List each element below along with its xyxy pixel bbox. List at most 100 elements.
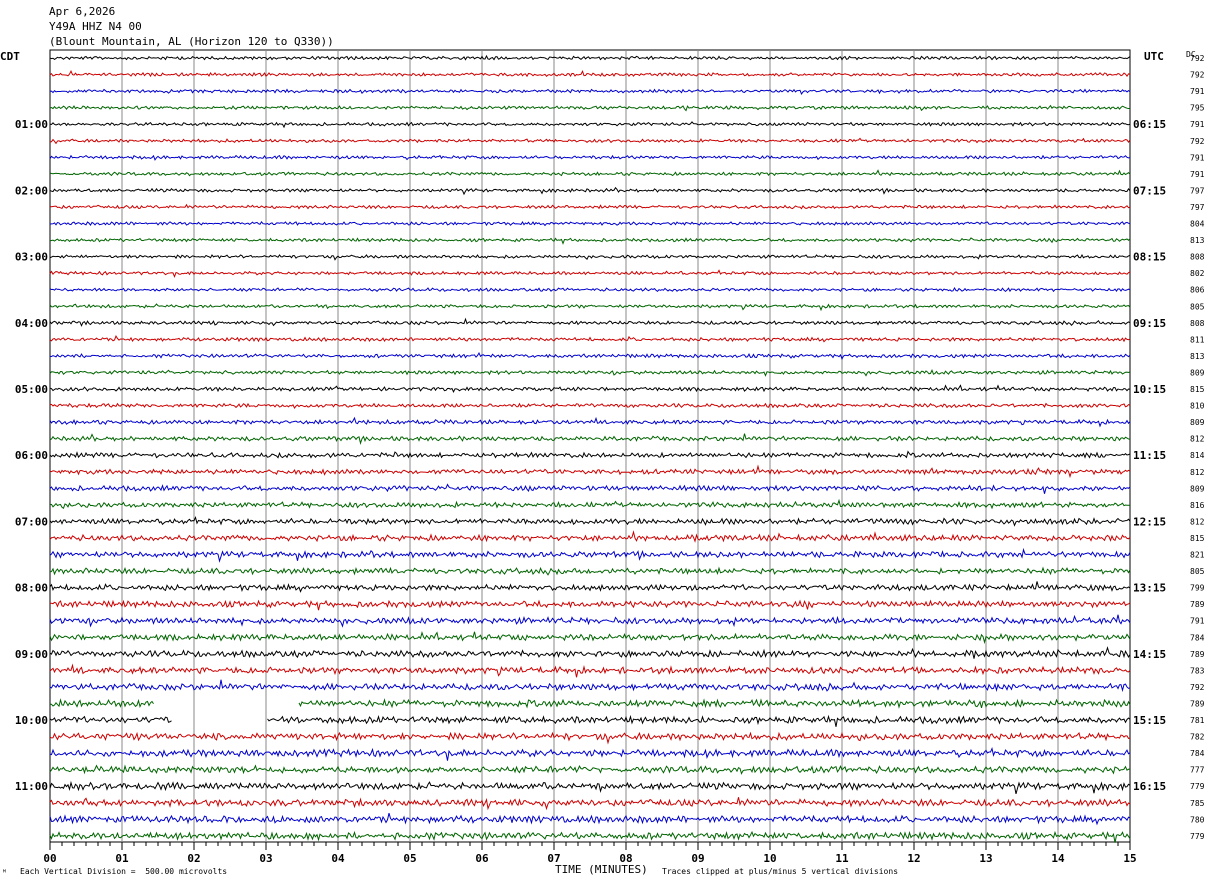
x-tick-label: 05 <box>403 852 416 865</box>
seismic-trace <box>49 797 1131 811</box>
x-tick-label: 14 <box>1051 852 1065 865</box>
seismic-trace <box>49 714 1131 727</box>
seismic-trace <box>49 69 1131 78</box>
dc-offset-label: 811 <box>1190 335 1205 344</box>
seismic-trace <box>49 731 1131 745</box>
x-tick-label: 08 <box>619 852 632 865</box>
seismic-trace <box>49 630 1131 645</box>
dc-offset-label: 779 <box>1190 782 1205 791</box>
seismic-trace <box>49 515 1131 527</box>
dc-offset-label: 815 <box>1190 534 1205 543</box>
seismic-trace <box>49 154 1131 161</box>
dc-offset-label: 797 <box>1190 203 1205 212</box>
utc-time-label: 09:15 <box>1133 317 1166 330</box>
seismic-trace <box>49 169 1131 177</box>
dc-offset-label: 813 <box>1190 352 1205 361</box>
cdt-time-label: 01:00 <box>15 118 48 131</box>
dc-offset-label: 812 <box>1190 517 1205 526</box>
x-tick-label: 00 <box>43 852 56 865</box>
seismic-trace <box>49 464 1131 479</box>
header-location: (Blount Mountain, AL (Horizon 120 to Q33… <box>49 35 334 48</box>
utc-time-label: 08:15 <box>1133 251 1166 264</box>
seismic-trace <box>49 137 1131 145</box>
x-tick-label: 12 <box>907 852 920 865</box>
dc-offset-label: 821 <box>1190 551 1205 560</box>
seismic-trace <box>49 566 1131 576</box>
cdt-time-label: 07:00 <box>15 515 48 528</box>
seismic-trace <box>49 253 1131 261</box>
dc-offset-label: 808 <box>1190 253 1205 262</box>
seismic-trace <box>49 317 1131 327</box>
dc-title: DC <box>1186 50 1196 59</box>
seismic-trace <box>49 368 1131 377</box>
x-tick-label: 10 <box>763 852 776 865</box>
vertical-division-note: Each Vertical Division = 500.00 microvol… <box>20 867 228 876</box>
seismic-trace <box>49 269 1131 278</box>
seismic-trace <box>49 614 1131 628</box>
seismic-trace <box>49 186 1131 196</box>
utc-time-label: 14:15 <box>1133 648 1166 661</box>
utc-time-label: 07:15 <box>1133 184 1166 197</box>
dc-offset-label: 805 <box>1190 567 1205 576</box>
seismic-trace <box>49 287 1131 293</box>
seismic-trace <box>49 450 1131 459</box>
utc-time-label: 06:15 <box>1133 118 1166 131</box>
left-axis-title: CDT <box>0 50 20 63</box>
seismic-trace <box>49 416 1131 428</box>
dc-offset-label: 809 <box>1190 418 1205 427</box>
dc-offset-label: 806 <box>1190 286 1205 295</box>
seismic-trace <box>49 203 1131 210</box>
seismic-trace <box>49 813 1131 826</box>
dc-offset-label: 784 <box>1190 749 1205 758</box>
x-axis-title: TIME (MINUTES) <box>555 863 648 876</box>
seismic-trace <box>49 679 1131 693</box>
seismic-trace <box>49 402 1131 409</box>
dc-offset-label: 792 <box>1190 54 1205 63</box>
dc-offset-label: 799 <box>1190 584 1205 593</box>
x-tick-label: 15 <box>1123 852 1136 865</box>
dc-offset-label: 791 <box>1190 170 1205 179</box>
utc-time-label: 13:15 <box>1133 582 1166 595</box>
x-tick-label: 13 <box>979 852 992 865</box>
dc-offset-label: 813 <box>1190 236 1205 245</box>
seismic-trace <box>49 221 1131 227</box>
footer-mark: ᴹ <box>2 868 7 877</box>
seismic-trace <box>49 530 1131 543</box>
dc-offset-label: 812 <box>1190 435 1205 444</box>
seismic-trace <box>49 483 1131 494</box>
dc-offset-label: 785 <box>1190 799 1205 808</box>
dc-offset-label: 783 <box>1190 666 1205 675</box>
dc-offset-label: 777 <box>1190 766 1205 775</box>
x-tick-label: 09 <box>691 852 704 865</box>
dc-offset-label: 792 <box>1190 71 1205 80</box>
dc-offset-label: 780 <box>1190 815 1205 824</box>
seismic-trace <box>49 646 1131 659</box>
dc-offset-label: 791 <box>1190 120 1205 129</box>
dc-offset-label: 797 <box>1190 186 1205 195</box>
x-tick-label: 06 <box>475 852 489 865</box>
dc-offset-label: 814 <box>1190 451 1205 460</box>
seismic-trace <box>49 54 1131 61</box>
header-station: Y49A HHZ N4 00 <box>49 20 142 33</box>
seismic-trace <box>49 698 1131 709</box>
dc-offset-label: 792 <box>1190 683 1205 692</box>
x-tick-label: 02 <box>187 852 200 865</box>
seismic-trace <box>49 104 1131 112</box>
dc-offset-label: 789 <box>1190 699 1205 708</box>
seismic-trace <box>49 498 1131 510</box>
utc-time-label: 10:15 <box>1133 383 1166 396</box>
x-tick-label: 04 <box>331 852 345 865</box>
dc-offset-label: 789 <box>1190 650 1205 659</box>
seismic-trace <box>49 747 1131 761</box>
plot-frame <box>49 49 1131 843</box>
cdt-time-label: 02:00 <box>15 184 48 197</box>
utc-time-label: 12:15 <box>1133 515 1166 528</box>
dc-offset-label: 809 <box>1190 484 1205 493</box>
cdt-time-label: 11:00 <box>15 780 48 793</box>
cdt-time-label: 04:00 <box>15 317 48 330</box>
seismic-trace <box>49 303 1131 312</box>
right-axis-title: UTC <box>1144 50 1164 63</box>
clip-note: Traces clipped at plus/minus 5 vertical … <box>662 867 899 876</box>
cdt-time-label: 06:00 <box>15 449 48 462</box>
dc-offset-label: 812 <box>1190 468 1205 477</box>
